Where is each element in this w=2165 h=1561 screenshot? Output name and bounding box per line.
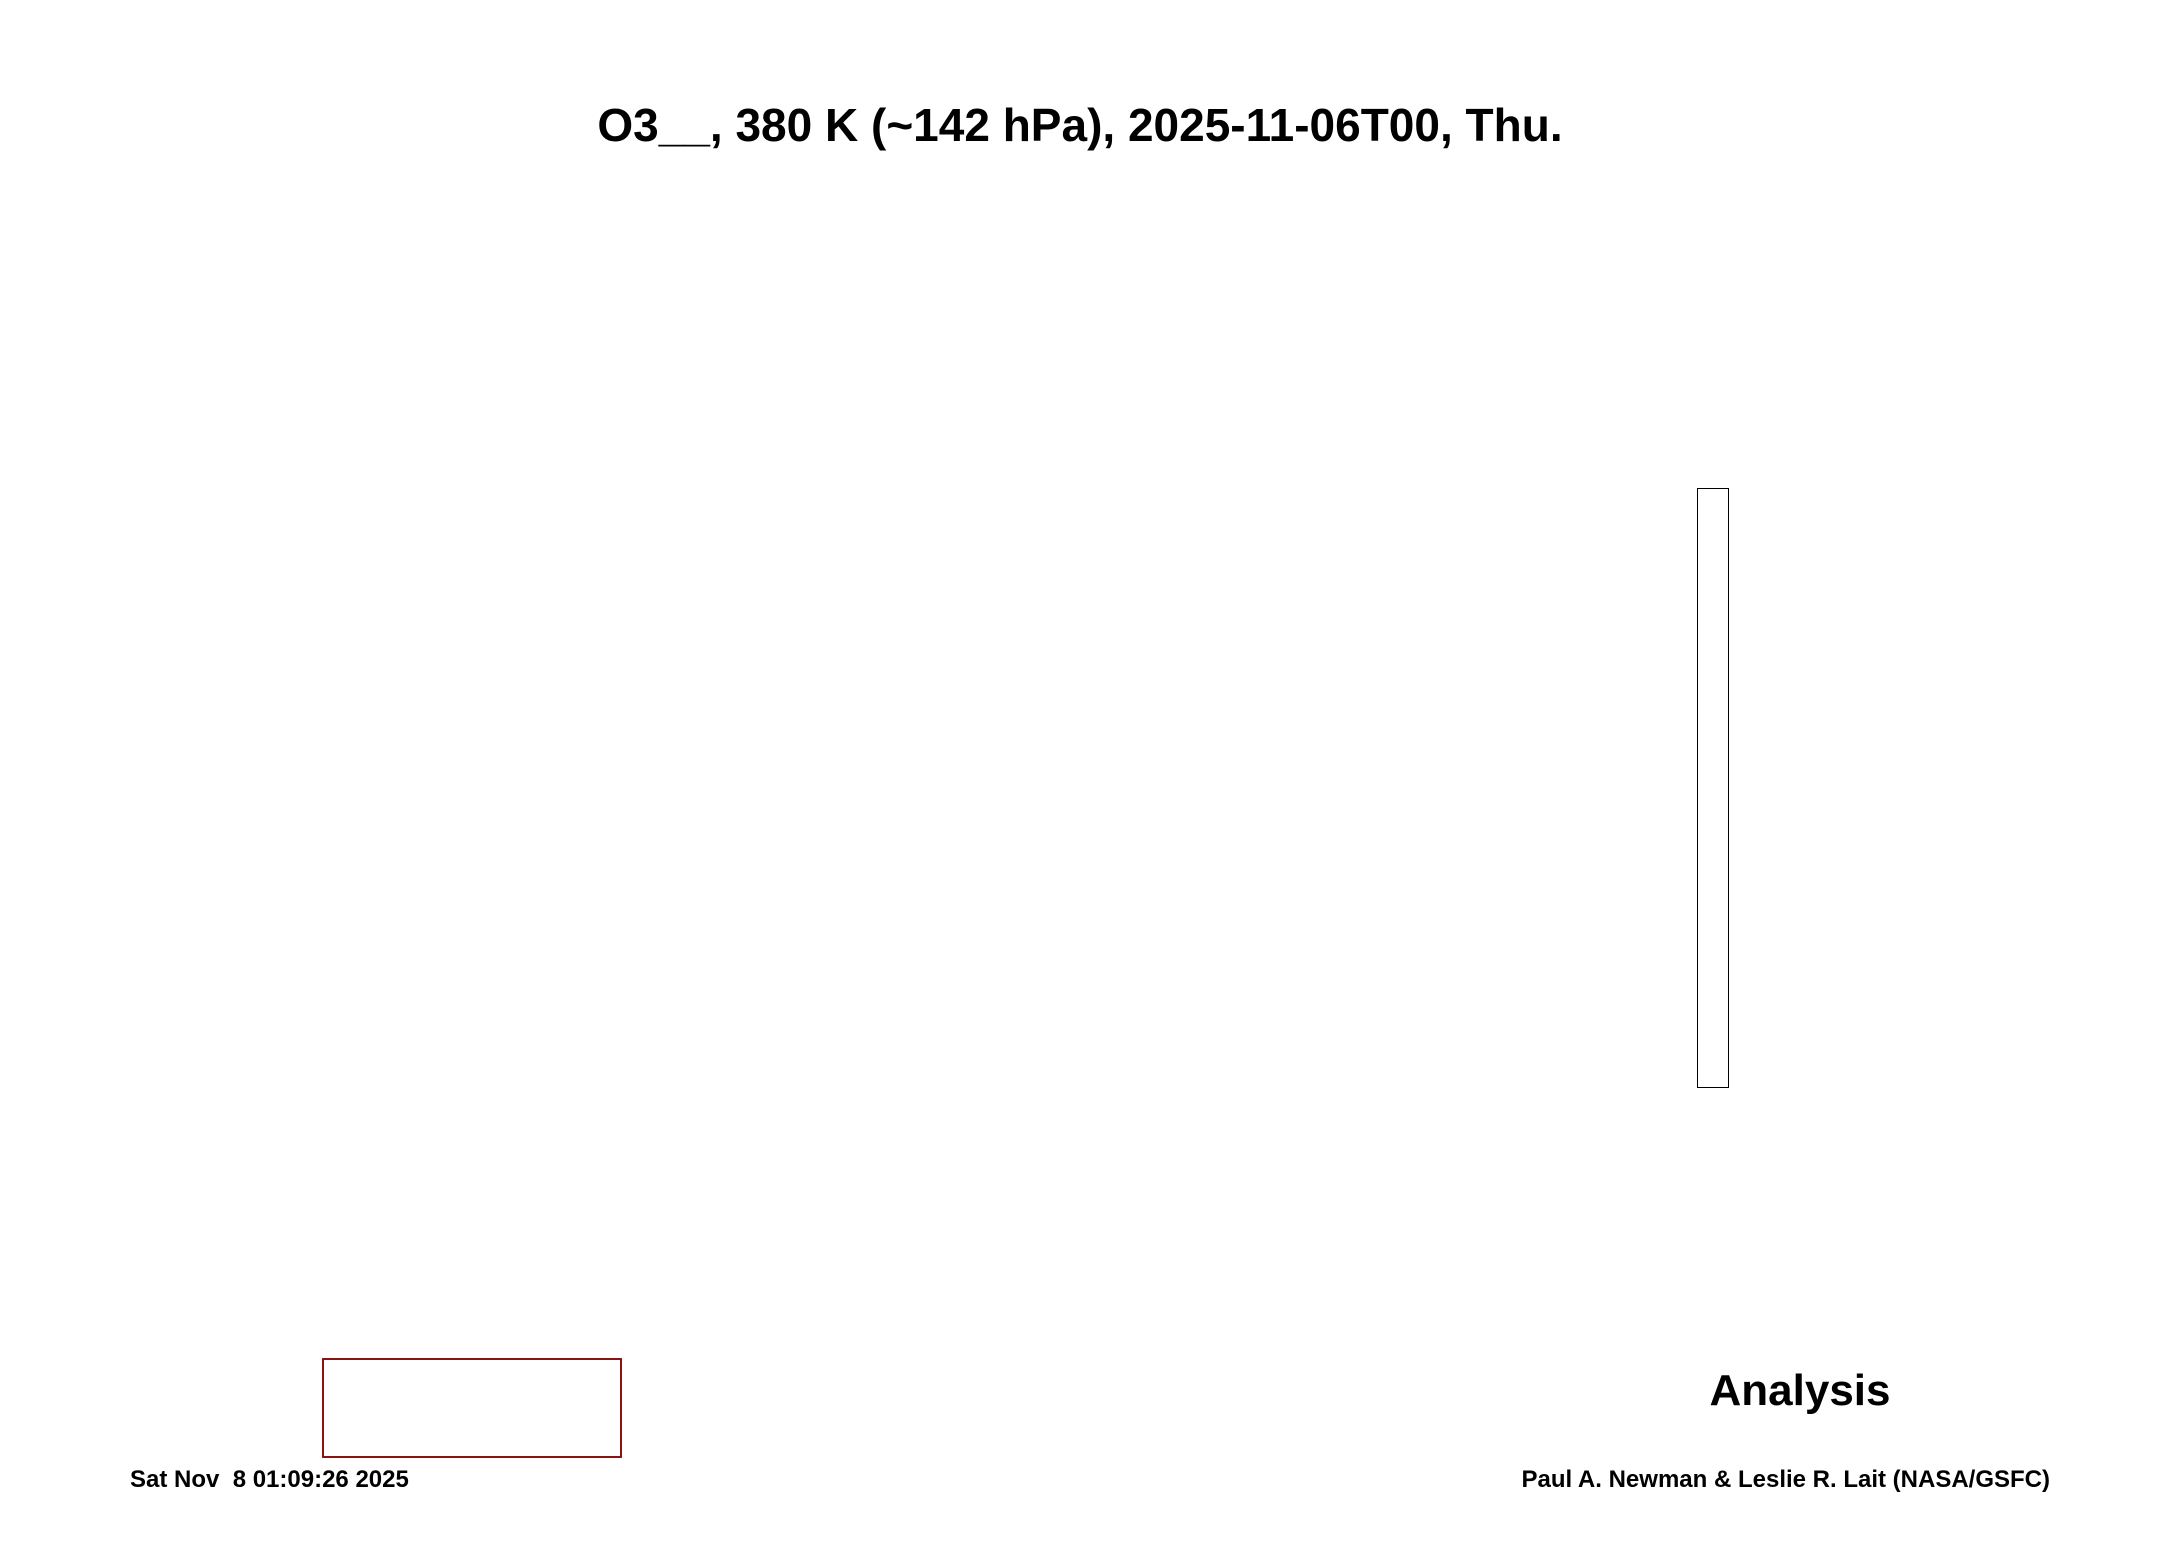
polar-map: [520, 230, 1640, 1350]
plot-title: O3__, 380 K (~142 hPa), 2025-11-06T00, T…: [597, 99, 1563, 151]
wind-speed-legend: [322, 1358, 622, 1458]
wind-scale-arrow: [324, 1360, 620, 1456]
timestamp: Sat Nov 8 01:09:26 2025: [130, 1466, 409, 1493]
credit: Paul A. Newman & Leslie R. Lait (NASA/GS…: [1521, 1466, 2050, 1493]
colorbar-gradient: [1697, 488, 1729, 1088]
analysis-label: Analysis: [1709, 1366, 1891, 1415]
